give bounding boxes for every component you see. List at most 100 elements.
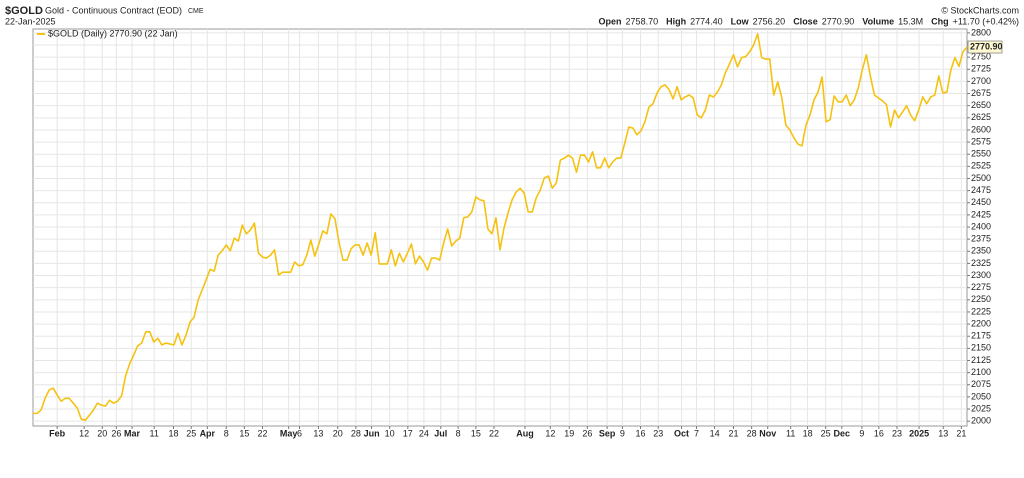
x-tick-label: 25: [186, 428, 196, 438]
x-tick-label: 15: [239, 428, 249, 438]
x-tick-label: 19: [564, 428, 574, 438]
x-tick-label: 28: [747, 428, 757, 438]
y-tick-label: 2300: [971, 270, 991, 280]
quote-value: 2774.40: [690, 16, 723, 26]
y-tick-label: 2025: [971, 403, 991, 413]
x-tick-label: 26: [111, 428, 121, 438]
symbol: $GOLD: [5, 5, 43, 17]
y-tick-label: 2725: [971, 64, 991, 74]
x-tick-label: 12: [79, 428, 89, 438]
last-value-label: 2770.90: [970, 41, 1003, 51]
x-tick-label: 21: [728, 428, 738, 438]
date: 22-Jan-2025: [5, 16, 56, 26]
y-tick-label: 2625: [971, 112, 991, 122]
x-tick-label: 17: [403, 428, 413, 438]
x-tick-label: 25: [821, 428, 831, 438]
y-tick-label: 2200: [971, 318, 991, 328]
quote-label: High: [666, 16, 686, 26]
x-tick-label: 16: [874, 428, 884, 438]
quote-value: 15.3M: [898, 16, 923, 26]
x-tick-label: 12: [545, 428, 555, 438]
x-tick-label: 2025: [909, 428, 929, 438]
y-tick-label: 2600: [971, 124, 991, 134]
y-tick-label: 2650: [971, 100, 991, 110]
y-tick-label: 2125: [971, 355, 991, 365]
y-tick-label: 2375: [971, 234, 991, 244]
y-tick-label: 2575: [971, 136, 991, 146]
y-tick-label: 2525: [971, 161, 991, 171]
y-tick-label: 2450: [971, 197, 991, 207]
quote-label: Volume: [862, 16, 894, 26]
x-tick-label: 14: [710, 428, 720, 438]
x-tick-label: Oct: [674, 428, 689, 438]
quote-label: Chg: [931, 16, 949, 26]
x-tick-label: 16: [635, 428, 645, 438]
x-tick-label: 11: [786, 428, 795, 438]
x-tick-label: 6: [297, 428, 302, 438]
x-tick-label: Sep: [599, 428, 616, 438]
x-tick-label: 7: [694, 428, 699, 438]
x-tick-label: 26: [582, 428, 592, 438]
y-tick-label: 2325: [971, 258, 991, 268]
x-tick-label: Apr: [200, 428, 216, 438]
instrument-name: Gold - Continuous Contract (EOD): [45, 5, 182, 15]
y-tick-label: 2100: [971, 367, 991, 377]
y-tick-label: 2500: [971, 173, 991, 183]
y-tick-label: 2075: [971, 379, 991, 389]
x-tick-label: May: [280, 428, 298, 438]
y-tick-label: 2400: [971, 221, 991, 231]
y-tick-label: 2700: [971, 76, 991, 86]
legend-label: $GOLD (Daily) 2770.90 (22 Jan): [48, 28, 178, 38]
y-tick-label: 2225: [971, 306, 991, 316]
x-tick-label: 10: [385, 428, 395, 438]
y-tick-label: 2675: [971, 88, 991, 98]
x-tick-label: Nov: [759, 428, 776, 438]
y-tick-label: 2000: [971, 416, 991, 426]
quote-value: 2758.70: [626, 16, 659, 26]
x-tick-label: 23: [653, 428, 663, 438]
x-tick-label: 24: [419, 428, 429, 438]
x-tick-label: 15: [471, 428, 481, 438]
quote-value: 2756.20: [753, 16, 786, 26]
copyright: © StockCharts.com: [941, 5, 1019, 15]
x-tick-label: Jun: [364, 428, 380, 438]
x-tick-label: 20: [333, 428, 343, 438]
x-tick-label: 22: [489, 428, 499, 438]
y-tick-label: 2550: [971, 149, 991, 159]
y-tick-label: 2475: [971, 185, 991, 195]
x-tick-label: 28: [351, 428, 361, 438]
x-tick-label: 11: [150, 428, 159, 438]
x-tick-label: 13: [313, 428, 323, 438]
x-tick-label: 22: [257, 428, 267, 438]
quote-value: 2770.90: [822, 16, 855, 26]
exchange: CME: [188, 8, 204, 15]
quote-label: Low: [731, 16, 750, 26]
x-tick-label: 18: [803, 428, 813, 438]
y-tick-label: 2350: [971, 246, 991, 256]
quote-bar: +11.70 (+0.42%) Chg 15.3M Volume 2770.90 Clos…: [599, 16, 1019, 26]
quote-value: +11.70 (+0.42%): [953, 16, 1019, 26]
x-tick-label: 21: [956, 428, 966, 438]
x-tick-label: 8: [456, 428, 461, 438]
x-tick-label: Aug: [516, 428, 534, 438]
y-tick-label: 2275: [971, 282, 991, 292]
x-tick-label: Feb: [49, 428, 66, 438]
y-tick-label: 2425: [971, 209, 991, 219]
y-tick-label: 2175: [971, 331, 991, 341]
x-tick-label: 23: [892, 428, 902, 438]
price-line: [33, 33, 968, 421]
y-tick-label: 2150: [971, 343, 991, 353]
x-tick-label: 18: [168, 428, 178, 438]
x-tick-label: 8: [224, 428, 229, 438]
x-tick-label: Jul: [434, 428, 447, 438]
quote-label: Open: [599, 16, 622, 26]
x-tick-label: Mar: [124, 428, 141, 438]
last-value-box: [967, 40, 1003, 54]
y-tick-label: 2050: [971, 391, 991, 401]
quote-label: Close: [793, 16, 818, 26]
y-tick-label: 2750: [971, 52, 991, 62]
x-tick-label: 9: [620, 428, 625, 438]
x-tick-label: 20: [97, 428, 107, 438]
x-tick-label: 9: [859, 428, 864, 438]
